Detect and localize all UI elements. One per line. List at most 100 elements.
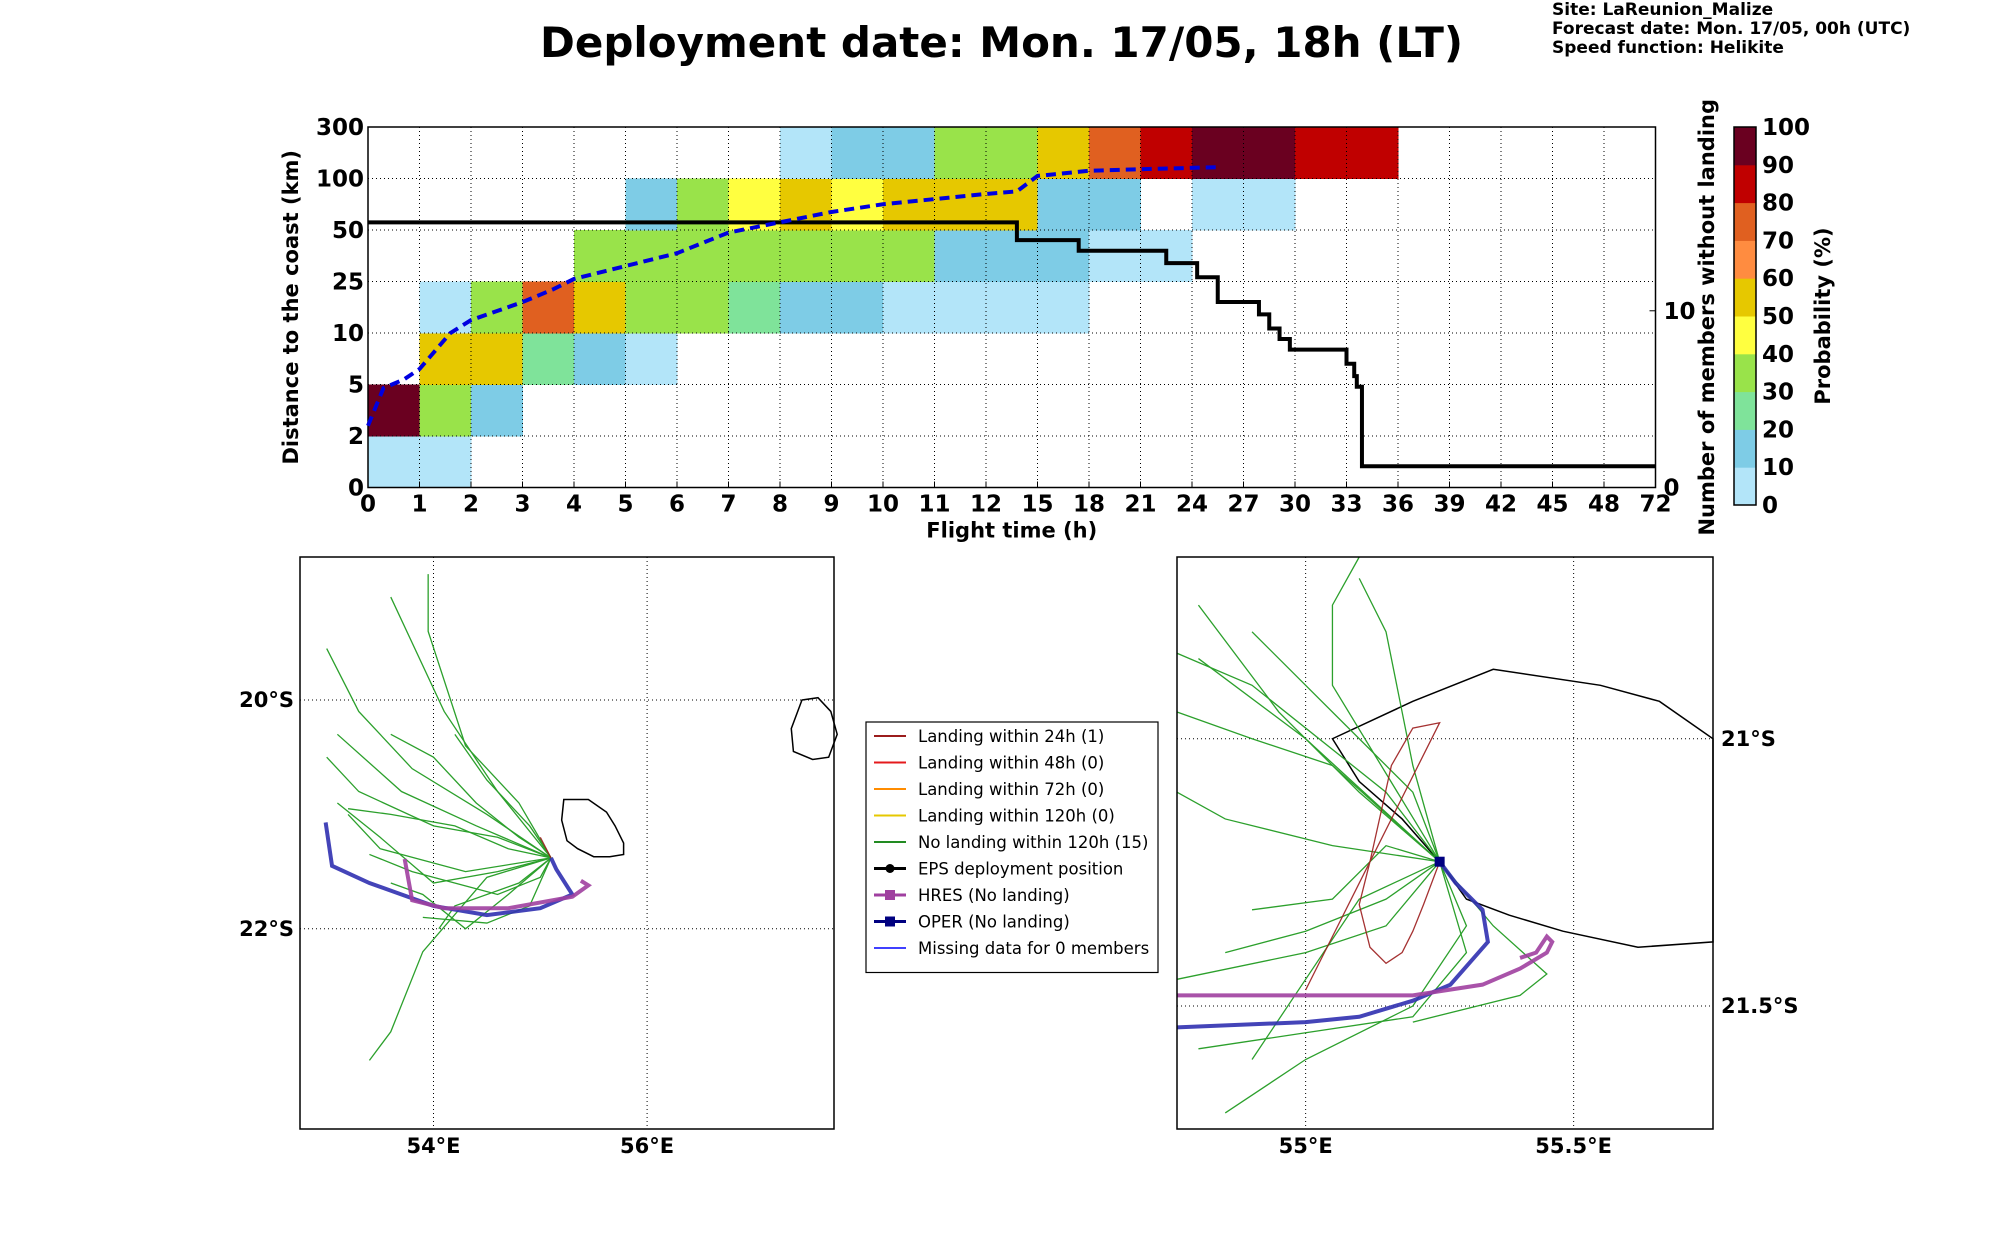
heatmap-cell (1140, 127, 1193, 179)
series-trajectory (539, 836, 552, 859)
colorbar-tick-label: 0 (1762, 493, 1778, 519)
series-trajectory (1176, 860, 1491, 1030)
legend-label: HRES (No landing) (918, 886, 1070, 905)
x-tick-label: 11 (918, 492, 950, 518)
heatmap-cell (883, 281, 935, 334)
legend-label: Landing within 24h (1) (918, 727, 1104, 746)
ensemble-trajectory (1224, 861, 1468, 1114)
ensemble-trajectory (1176, 861, 1441, 980)
coastline (790, 696, 838, 761)
heatmap-cell (574, 333, 626, 385)
legend-label: No landing within 120h (15) (918, 833, 1148, 852)
heatmap-cell (419, 281, 472, 334)
x-tick-label: 72 (1639, 492, 1671, 518)
y-tick-label: 100 (316, 167, 364, 193)
colorbar-frame (1733, 126, 1757, 506)
colorbar-tick-label: 30 (1762, 380, 1794, 406)
legend-marker (885, 864, 895, 873)
heatmap-cell (883, 230, 935, 282)
speed-function-label: Speed function: Helikite (1552, 38, 1784, 58)
heatmap-cell (625, 333, 678, 385)
heatmap-cell (934, 281, 987, 334)
heatmap-cell (522, 333, 575, 385)
legend-item: Missing data for 0 members (874, 939, 1149, 958)
zoom-trajectory-map: 55°E 55.5°E 21°S 21.5°S (1176, 556, 1798, 1158)
site-label: Site: LaReunion_Malize (1552, 0, 1774, 20)
trajectory-legend: Landing within 24h (1) Landing within 48h… (865, 721, 1159, 974)
heatmap-cell (574, 281, 626, 334)
y-tick-label: 300 (316, 115, 364, 141)
y2-tick-label: 0 (1664, 476, 1680, 502)
y-tick-label: 5 (348, 373, 364, 399)
colorbar-tick-label: 70 (1762, 228, 1794, 254)
x-tick-label: 0 (360, 492, 376, 518)
colorbar-segment (1734, 353, 1756, 393)
legend-marker (885, 890, 895, 900)
heatmap-cell (1037, 281, 1090, 334)
ensemble-trajectory (1176, 711, 1441, 863)
x-tick-label: 6 (669, 492, 685, 518)
colorbar-tick-label: 60 (1762, 266, 1794, 292)
ensemble-trajectory (1251, 631, 1441, 862)
coastline (1331, 668, 1714, 948)
heatmap-cell (831, 281, 884, 334)
colorbar-segment (1734, 278, 1756, 317)
ensemble-trajectory (347, 808, 552, 859)
heatmap-cell (1295, 127, 1347, 179)
x-tick-label: 48 (1588, 492, 1620, 518)
x-tick-label: 36 (1382, 492, 1414, 518)
legend-item: Landing within 48h (0) (874, 754, 1104, 773)
ensemble-trajectory (326, 756, 552, 859)
x-tick-label: 9 (823, 492, 839, 518)
coastline (560, 798, 625, 858)
heatmap-cell (1346, 127, 1399, 179)
heatmap-cell (934, 127, 987, 179)
heatmap-cell (471, 384, 523, 437)
x-tick-label: 4 (566, 492, 582, 518)
ensemble-trajectory (369, 853, 552, 896)
heatmap-cell (780, 230, 832, 282)
legend-item: No landing within 120h (15) (874, 833, 1148, 852)
heatmap-cell (780, 127, 832, 179)
colorbar-segment (1734, 429, 1756, 468)
colorbar-segment (1734, 202, 1756, 241)
colorbar-tick-label: 100 (1762, 115, 1810, 141)
ensemble-trajectory (1225, 861, 1441, 954)
map-frame (1176, 556, 1714, 1130)
ensemble-trajectory (1358, 578, 1441, 862)
y2-axis-label: Number of members without landing (1695, 99, 1719, 536)
x-tick-label: 30 (1279, 492, 1311, 518)
map-background (1177, 557, 1713, 1129)
ensemble-trajectory (1251, 844, 1440, 911)
x-tick-label: 10 (867, 492, 899, 518)
legend-label: Landing within 120h (0) (918, 807, 1115, 826)
heatmap-cell (1037, 230, 1090, 282)
ensemble-trajectory (1176, 652, 1441, 863)
latitude-label: 21.5°S (1721, 994, 1798, 1018)
colorbar-tick-label: 50 (1762, 304, 1794, 330)
colorbar-tick-label: 90 (1762, 153, 1794, 179)
heatmap-cell (831, 127, 884, 179)
y-tick-label: 25 (332, 270, 364, 296)
map-background (300, 557, 834, 1129)
colorbar-label: Probability (%) (1811, 227, 1835, 404)
heatmap-cell (368, 436, 420, 488)
colorbar-tick-label: 40 (1762, 342, 1794, 368)
x-tick-label: 33 (1330, 492, 1362, 518)
colorbar-tick-label: 80 (1762, 191, 1794, 217)
x-tick-label: 21 (1124, 492, 1156, 518)
heatmap-cell (1243, 178, 1296, 231)
colorbar-tick-label: 10 (1762, 455, 1794, 481)
x-tick-label: 15 (1021, 492, 1053, 518)
heatmap-cell (728, 230, 781, 282)
colorbar-tick-label: 20 (1762, 417, 1794, 443)
longitude-label: 55.5°E (1535, 1134, 1612, 1158)
x-tick-label: 12 (970, 492, 1002, 518)
ensemble-trajectory (422, 857, 552, 924)
ensemble-trajectory (390, 733, 552, 859)
heatmap-cell (522, 281, 575, 334)
y-tick-label: 50 (332, 218, 364, 244)
legend-item: EPS deployment position (874, 860, 1123, 879)
series-trajectory (323, 822, 576, 918)
